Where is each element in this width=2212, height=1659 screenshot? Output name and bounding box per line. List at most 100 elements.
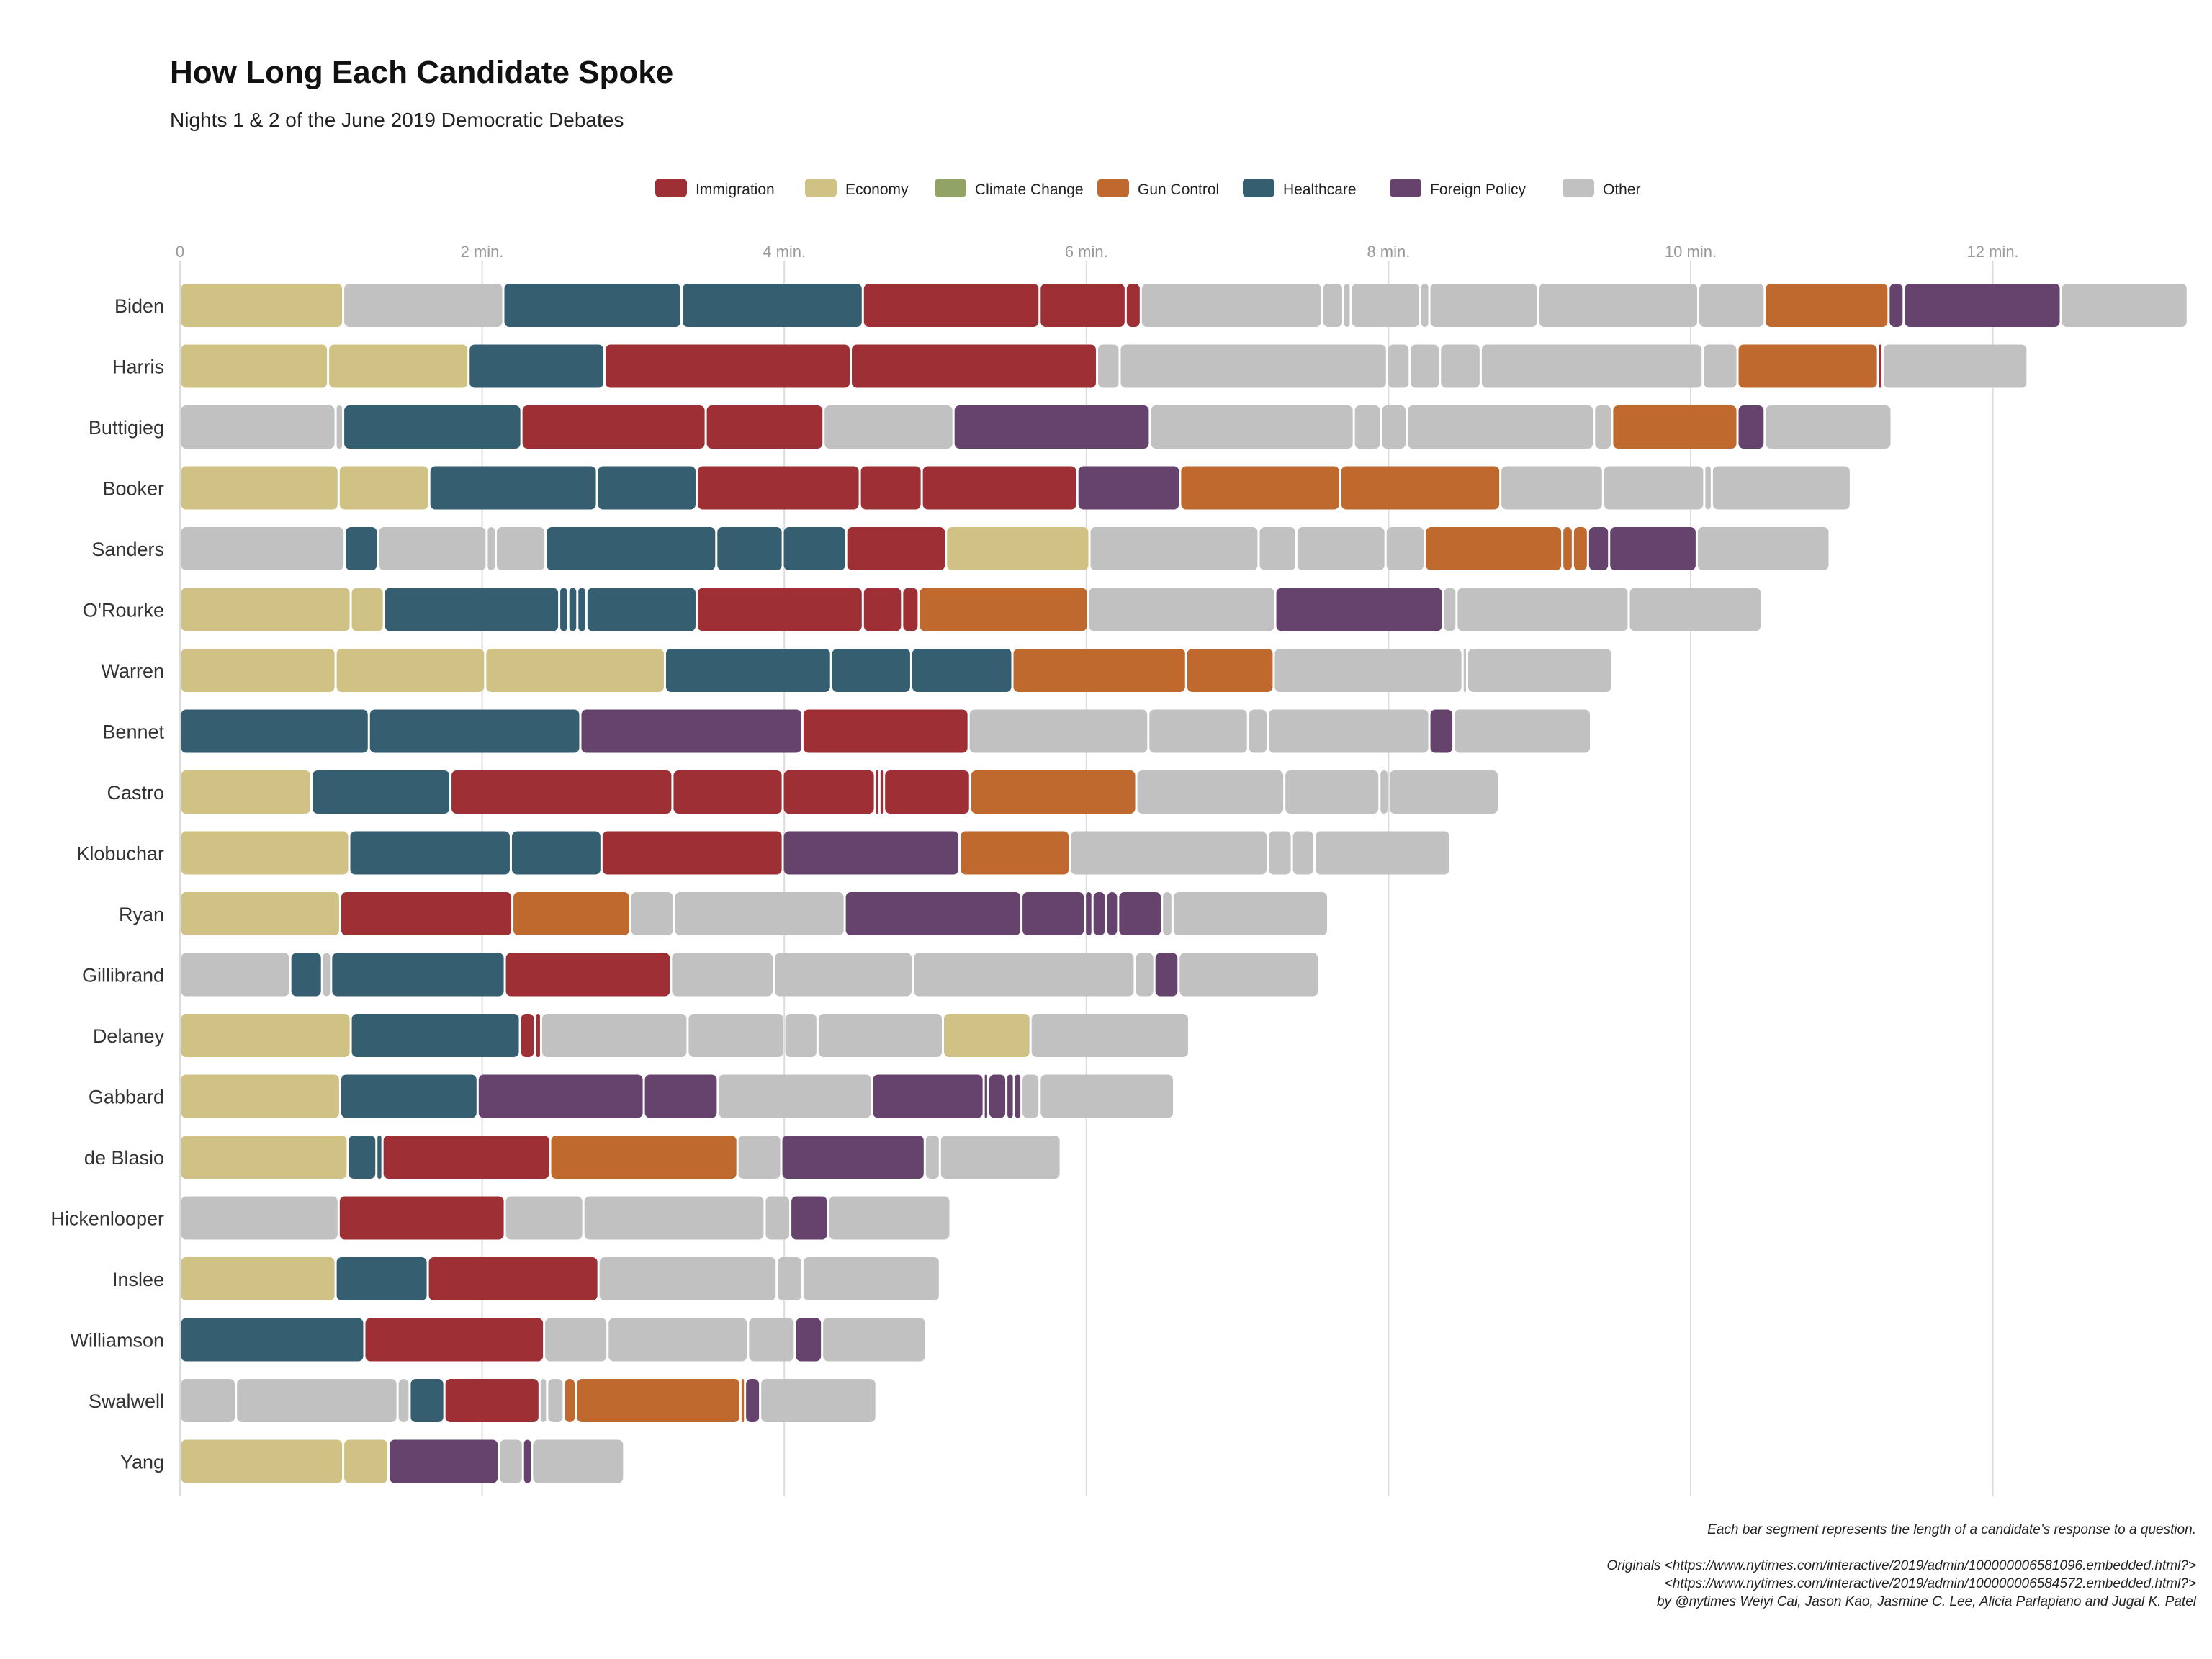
- bar-segment-sanders-4: [487, 527, 495, 570]
- bar-segment-harris-8: [1388, 344, 1409, 388]
- bar-segment-o-rourke-4: [560, 588, 567, 631]
- bar-segment-warren-9: [1274, 649, 1462, 692]
- candidate-label-gillibrand: Gillibrand: [82, 965, 164, 986]
- legend-label-gun-control: Gun Control: [1138, 181, 1219, 198]
- bar-segment-warren-1: [181, 649, 335, 692]
- bar-segment-williamson-3: [545, 1318, 607, 1362]
- bar-segment-sanders-6: [547, 527, 716, 570]
- bar-segment-gabbard-1: [181, 1074, 339, 1118]
- bar-segment-o-rourke-15: [1457, 588, 1628, 631]
- bar-segment-biden-18: [1905, 284, 2060, 327]
- bar-segment-hickenlooper-5: [765, 1196, 790, 1240]
- legend-item-climate-change: Climate Change: [935, 179, 1084, 198]
- chart-title: How Long Each Candidate Spoke: [170, 55, 673, 90]
- bar-segment-warren-2: [336, 649, 485, 692]
- bar-segment-booker-1: [181, 466, 338, 510]
- bar-segment-warren-4: [665, 649, 830, 692]
- bar-segment-yang-1: [181, 1439, 343, 1483]
- bar-segment-swalwell-4: [410, 1379, 444, 1422]
- bar-segment-hickenlooper-4: [584, 1196, 764, 1240]
- bar-segment-delaney-1: [181, 1014, 350, 1057]
- bar-segment-buttigieg-14: [1738, 405, 1764, 449]
- bar-segment-klobuchar-6: [961, 831, 1069, 875]
- bar-row-gillibrand: Gillibrand: [82, 953, 1318, 997]
- bar-segment-castro-4: [673, 770, 782, 814]
- bar-segment-sanders-12: [1259, 527, 1295, 570]
- bar-segment-castro-13: [1389, 770, 1498, 814]
- bar-segment-biden-9: [1323, 284, 1342, 327]
- bar-segment-yang-4: [500, 1439, 522, 1483]
- bar-segment-sanders-7: [717, 527, 782, 570]
- bar-segment-delaney-2: [351, 1014, 519, 1057]
- bar-segment-gillibrand-10: [1155, 953, 1178, 997]
- bar-segment-booker-14: [1712, 466, 1850, 510]
- legend-label-immigration: Immigration: [696, 181, 775, 198]
- bar-segment-buttigieg-2: [336, 405, 343, 449]
- legend-swatch-healthcare: [1243, 179, 1274, 197]
- bar-segment-williamson-6: [796, 1318, 822, 1362]
- bar-segment-bennet-4: [803, 709, 968, 753]
- bar-segment-castro-1: [181, 770, 311, 814]
- x-axis-ticks: 0 2 min. 4 min. 6 min. 8 min. 10 min. 12 min.: [176, 243, 2019, 261]
- bar-segment-inslee-3: [428, 1257, 598, 1300]
- bar-segment-harris-14: [1879, 344, 1881, 388]
- legend-swatch-gun-control: [1097, 179, 1129, 197]
- bar-segment-o-rourke-3: [385, 588, 559, 631]
- bar-segment-biden-6: [1040, 284, 1125, 327]
- candidate-label-delaney: Delaney: [93, 1025, 165, 1047]
- bar-segment-harris-2: [329, 344, 468, 388]
- bar-segment-swalwell-3: [398, 1379, 409, 1422]
- bar-segment-o-rourke-9: [863, 588, 902, 631]
- bar-segment-harris-12: [1704, 344, 1737, 388]
- bar-segment-sanders-18: [1588, 527, 1609, 570]
- bar-row-williamson: Williamson: [70, 1318, 925, 1362]
- bar-segment-klobuchar-7: [1071, 831, 1267, 875]
- bar-segment-o-rourke-16: [1629, 588, 1761, 631]
- bar-segment-o-rourke-12: [1089, 588, 1274, 631]
- bar-segment-bennet-9: [1430, 709, 1453, 753]
- bar-segment-sanders-8: [783, 527, 845, 570]
- bar-segment-harris-5: [852, 344, 1096, 388]
- candidate-label-gabbard: Gabbard: [89, 1087, 164, 1108]
- bar-row-buttigieg: Buttigieg: [89, 405, 1891, 449]
- bar-segment-castro-6: [876, 770, 878, 814]
- bar-segment-biden-17: [1889, 284, 1903, 327]
- x-tick-label-10: 10 min.: [1665, 243, 1717, 261]
- bar-segment-bennet-3: [581, 709, 801, 753]
- bar-row-o-rourke: O'Rourke: [83, 588, 1761, 631]
- candidate-label-buttigieg: Buttigieg: [89, 417, 164, 439]
- bar-segment-sanders-20: [1697, 527, 1829, 570]
- bar-segment-sanders-2: [346, 527, 377, 570]
- bar-row-delaney: Delaney: [93, 1014, 1188, 1057]
- bar-segment-inslee-4: [599, 1257, 776, 1300]
- bar-row-biden: Biden: [114, 284, 2187, 327]
- bar-segment-booker-13: [1705, 466, 1711, 510]
- bar-segment-buttigieg-15: [1766, 405, 1891, 449]
- bar-segment-sanders-5: [496, 527, 545, 570]
- bar-segment-klobuchar-8: [1269, 831, 1291, 875]
- bar-segment-buttigieg-8: [1151, 405, 1353, 449]
- bar-segment-ryan-8: [1086, 892, 1092, 935]
- bar-segment-o-rourke-5: [569, 588, 577, 631]
- bar-segment-buttigieg-6: [824, 405, 953, 449]
- bar-segment-gillibrand-5: [505, 953, 670, 997]
- bar-segment-swalwell-12: [761, 1379, 876, 1422]
- candidate-label-o-rourke: O'Rourke: [83, 600, 164, 621]
- bar-segment-buttigieg-13: [1613, 405, 1737, 449]
- bar-segment-biden-14: [1539, 284, 1697, 327]
- bar-segment-biden-12: [1421, 284, 1429, 327]
- bar-segment-buttigieg-12: [1595, 405, 1611, 449]
- bar-segment-warren-8: [1187, 649, 1273, 692]
- bar-segment-swalwell-9: [577, 1379, 739, 1422]
- legend-item-foreign-policy: Foreign Policy: [1390, 179, 1527, 198]
- bar-segment-gabbard-8: [989, 1074, 1006, 1118]
- bar-segment-biden-8: [1141, 284, 1321, 327]
- bar-segment-o-rourke-10: [903, 588, 918, 631]
- bar-segment-buttigieg-9: [1354, 405, 1380, 449]
- x-tick-label-6: 6 min.: [1065, 243, 1108, 261]
- bar-row-sanders: Sanders: [91, 527, 1829, 570]
- bar-segment-buttigieg-10: [1382, 405, 1406, 449]
- bar-segment-warren-3: [486, 649, 664, 692]
- bar-segment-klobuchar-3: [511, 831, 601, 875]
- bar-segment-warren-6: [912, 649, 1012, 692]
